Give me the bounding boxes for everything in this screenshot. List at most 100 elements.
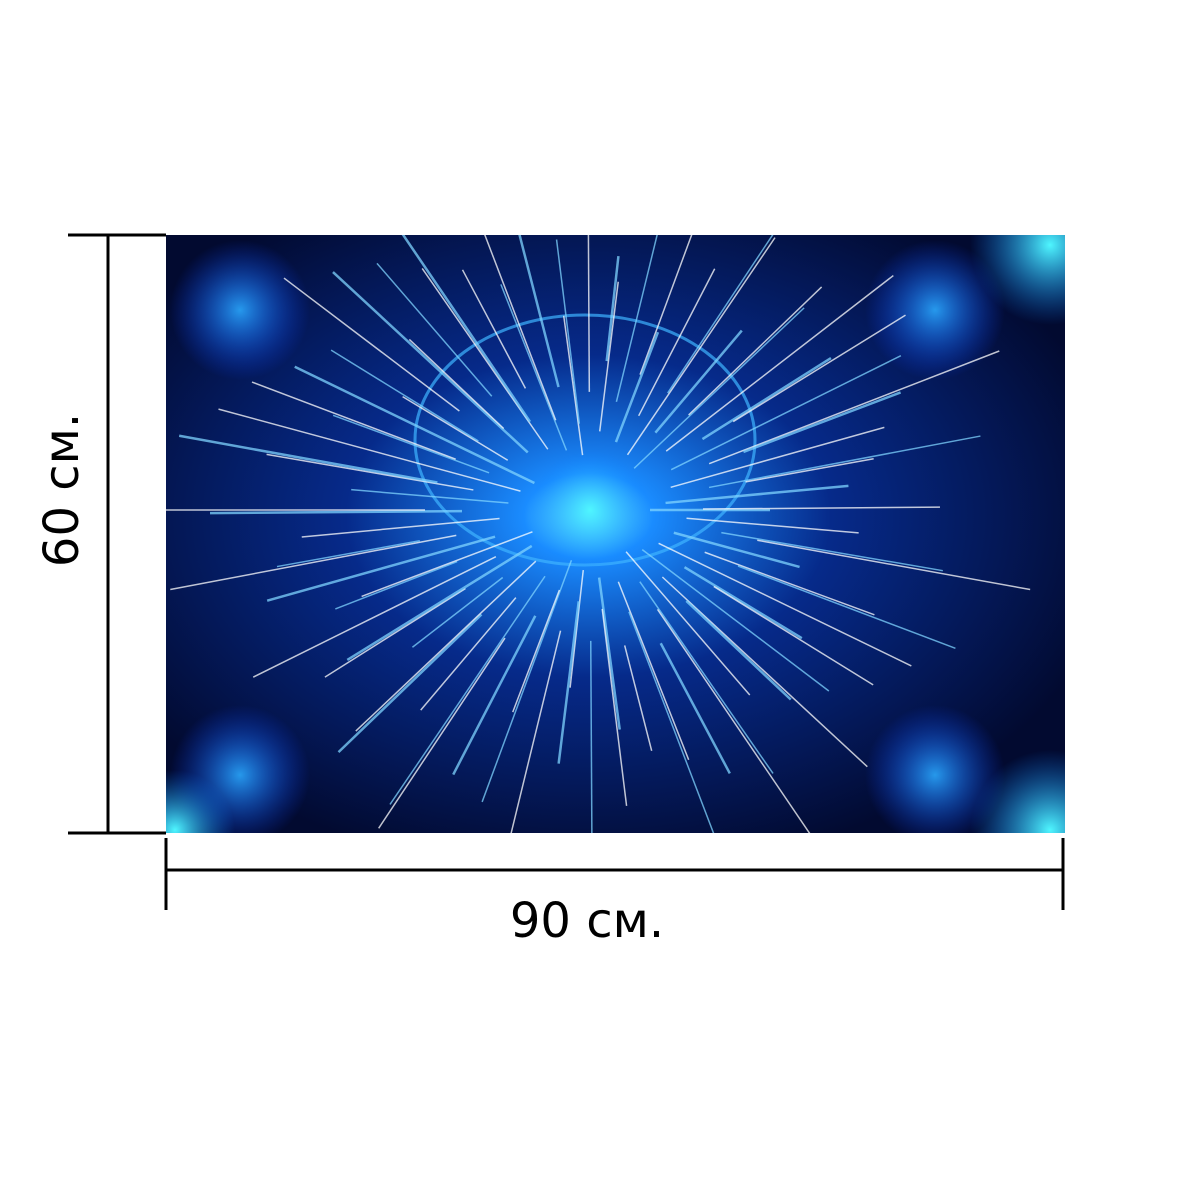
ray [654, 329, 743, 434]
ray [683, 566, 803, 640]
ray [251, 381, 456, 460]
ray [408, 338, 505, 430]
ray [590, 640, 593, 833]
glow [970, 750, 1065, 833]
ray [598, 281, 619, 432]
ray [688, 286, 823, 416]
ray [510, 630, 562, 833]
ray [605, 256, 620, 362]
ray [484, 235, 557, 421]
ray [420, 597, 517, 711]
ray [673, 531, 800, 569]
ray [704, 551, 875, 616]
ray [324, 587, 466, 678]
ray [614, 331, 660, 443]
ray [685, 600, 792, 701]
ray [512, 589, 561, 713]
ray [625, 551, 751, 696]
ray [658, 542, 912, 667]
ray [665, 484, 849, 505]
ray [743, 391, 902, 454]
ray [346, 544, 533, 661]
rays [166, 235, 1031, 833]
ray [562, 315, 584, 456]
ray [210, 509, 463, 515]
ray [411, 576, 504, 648]
ray [461, 269, 527, 389]
ray [332, 414, 490, 474]
glow [170, 240, 310, 380]
glow [970, 235, 1065, 325]
ray [617, 581, 690, 761]
ray [337, 613, 483, 754]
ray [301, 517, 500, 538]
ray [737, 565, 956, 649]
ray [452, 615, 537, 776]
ray [597, 577, 621, 730]
ray [351, 488, 509, 504]
glow [865, 705, 1005, 833]
ray [656, 608, 811, 833]
core-glow [530, 450, 650, 570]
ray [376, 262, 493, 397]
ray [361, 531, 533, 598]
width-label: 90 см. [510, 893, 664, 949]
ray [601, 608, 628, 806]
ray [252, 556, 497, 678]
ray [518, 235, 560, 388]
ray [623, 645, 653, 752]
ray [389, 575, 546, 805]
ray [702, 506, 940, 510]
ray [757, 539, 1031, 591]
ray [401, 235, 532, 423]
ray [330, 349, 479, 442]
ray [721, 531, 943, 572]
ray [266, 535, 496, 602]
ray [686, 517, 859, 534]
height-label: 60 см. [34, 413, 90, 567]
ray [633, 307, 805, 469]
ray [639, 581, 774, 774]
ray [667, 235, 774, 394]
ray [639, 235, 693, 375]
ray [626, 237, 776, 456]
ray [378, 637, 506, 829]
ray [713, 585, 874, 686]
ray [708, 435, 981, 489]
glow [865, 240, 1005, 380]
ray [557, 601, 580, 764]
ray [670, 426, 885, 489]
ray [178, 434, 438, 484]
ray [732, 314, 906, 423]
ray [670, 355, 902, 471]
ray [628, 611, 715, 833]
ray [569, 569, 585, 688]
ray [638, 268, 716, 417]
ray [745, 458, 874, 483]
ray [587, 235, 591, 392]
ray [481, 560, 573, 803]
ray [266, 453, 474, 491]
print-image [166, 235, 1065, 833]
ray [332, 271, 529, 454]
ray [708, 350, 1000, 465]
ray [283, 277, 460, 412]
ray [335, 560, 458, 610]
ray [170, 534, 457, 591]
ray [294, 365, 535, 485]
ray [701, 357, 832, 441]
ray [665, 274, 894, 452]
ray [555, 239, 581, 424]
ray [500, 284, 568, 451]
ray [218, 408, 521, 492]
ray [355, 560, 537, 732]
glow [166, 770, 235, 833]
ray [615, 235, 658, 402]
ray [661, 576, 868, 768]
ray [276, 540, 420, 568]
ray [402, 396, 509, 461]
ray [641, 548, 830, 692]
ray [659, 642, 731, 775]
